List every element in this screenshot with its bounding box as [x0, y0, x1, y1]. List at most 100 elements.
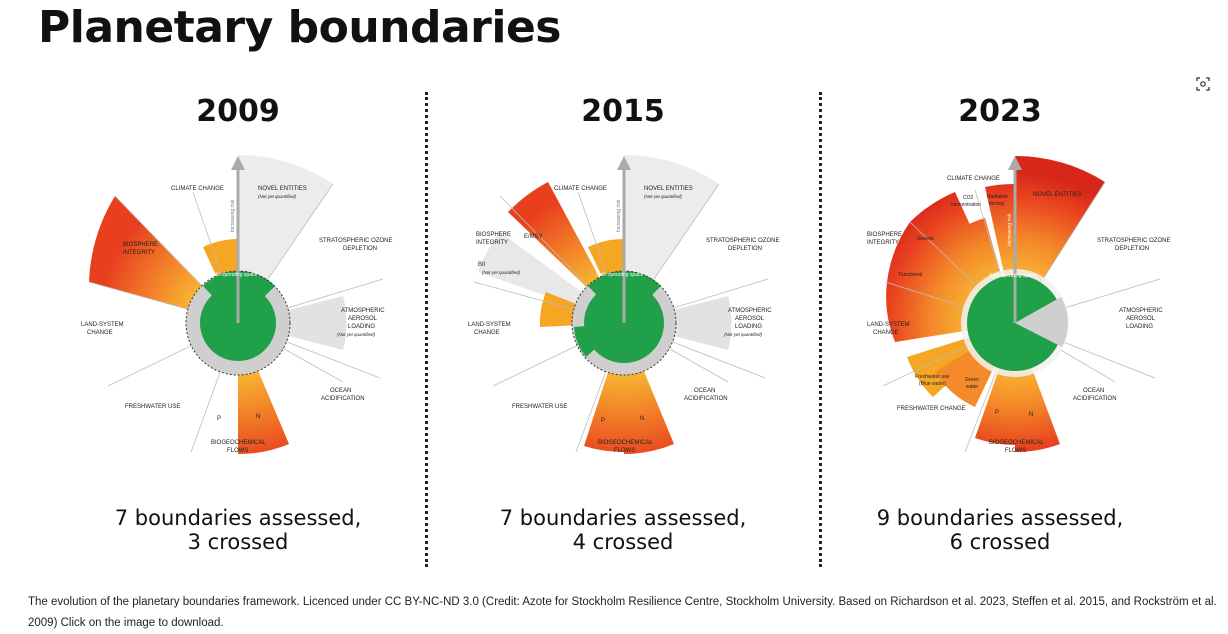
label-climate: CLIMATE CHANGE — [554, 186, 607, 192]
label-bio-1: BIOGEOCHEMICAL — [598, 440, 653, 446]
label-novel-note: (Not yet quantified) — [644, 194, 683, 199]
year-heading: 2009 — [196, 94, 280, 129]
label-climate: CLIMATE CHANGE — [947, 176, 1000, 182]
label-functional: Functional — [899, 272, 922, 278]
summary-line-2: 3 crossed — [187, 530, 289, 554]
label-ozone-2: DEPLETION — [728, 246, 762, 252]
label-land-1: LAND-SYSTEM — [468, 322, 511, 328]
label-biosphere-1: BIOSPHERE — [476, 232, 511, 238]
label-bio-1: BIOGEOCHEMICAL — [989, 440, 1044, 446]
label-aerosol-1: ATMOSPHERIC — [341, 308, 385, 314]
label-ozone-1: STRATOSPHERIC OZONE — [319, 238, 392, 244]
safe-label: Safe operating space — [210, 272, 257, 278]
label-genetic: Genetic — [917, 236, 935, 242]
summary-line-1: 9 boundaries assessed, — [876, 506, 1124, 530]
label-bio-2: FLOWS — [1005, 448, 1026, 454]
panel-divider — [819, 92, 822, 567]
aerosol-wedge — [238, 296, 347, 350]
label-land-2: CHANGE — [474, 330, 500, 336]
boundaries-summary: 7 boundaries assessed, 3 crossed — [53, 506, 423, 554]
label-bio-n: N — [640, 416, 644, 422]
label-bio-2: FLOWS — [227, 448, 248, 454]
label-novel: NOVEL ENTITIES — [1033, 192, 1082, 198]
panel-2009: 2009 — [53, 92, 423, 567]
risk-label: Increasing risk — [616, 199, 622, 232]
boundaries-summary: 7 boundaries assessed, 4 crossed — [438, 506, 808, 554]
label-ocean-1: OCEAN — [1083, 388, 1104, 394]
label-bii: BII — [478, 262, 486, 268]
label-ocean-2: ACIDIFICATION — [321, 396, 365, 402]
panel-2023: 2023 — [815, 92, 1185, 567]
label-ocean-1: OCEAN — [694, 388, 715, 394]
label-novel-note: (Not yet quantified) — [258, 194, 297, 199]
page-title: Planetary boundaries — [38, 2, 561, 53]
label-novel: NOVEL ENTITIES — [258, 186, 307, 192]
label-bio-2: FLOWS — [614, 448, 635, 454]
label-land-2: CHANGE — [873, 330, 899, 336]
label-aerosol-3: LOADING — [1126, 324, 1153, 330]
label-ocean-2: ACIDIFICATION — [1073, 396, 1117, 402]
image-caption: The evolution of the planetary boundarie… — [28, 596, 1217, 629]
label-bio-n: N — [256, 414, 260, 420]
label-climate: CLIMATE CHANGE — [171, 186, 224, 192]
label-aerosol-1: ATMOSPHERIC — [1119, 308, 1163, 314]
label-co2-2: concentration — [951, 202, 981, 208]
label-rad-1: Radiative — [987, 194, 1008, 200]
label-biosphere-2: INTEGRITY — [476, 240, 508, 246]
label-aerosol-note: (Not yet quantified) — [337, 332, 376, 337]
label-green-2: water — [966, 384, 979, 390]
label-freshwater: FRESHWATER USE — [512, 404, 567, 410]
label-ozone-1: STRATOSPHERIC OZONE — [706, 238, 779, 244]
risk-label: Increasing risk — [230, 199, 236, 232]
label-bii-note: (Not yet quantified) — [482, 270, 521, 275]
expand-image-button[interactable] — [1192, 73, 1214, 95]
label-bio-p: P — [995, 410, 999, 416]
label-novel: NOVEL ENTITIES — [644, 186, 693, 192]
label-aerosol-1: ATMOSPHERIC — [728, 308, 772, 314]
label-biosphere-2: INTEGRITY — [123, 250, 155, 256]
label-aerosol-3: LOADING — [735, 324, 762, 330]
label-aerosol-2: AEROSOL — [735, 316, 765, 322]
summary-line-1: 7 boundaries assessed, — [499, 506, 747, 530]
panel-2015: 2015 — [438, 92, 808, 567]
panel-divider — [425, 92, 428, 567]
expand-icon — [1196, 77, 1210, 91]
label-emsy: E/MSY — [524, 234, 543, 240]
safe-label: Safe operating space — [596, 272, 643, 278]
label-land-1: LAND-SYSTEM — [867, 322, 910, 328]
label-aerosol-2: AEROSOL — [1126, 316, 1156, 322]
label-bio-1: BIOGEOCHEMICAL — [211, 440, 266, 446]
aerosol-wedge — [624, 296, 732, 350]
summary-line-1: 7 boundaries assessed, — [114, 506, 362, 530]
label-blue-1: Freshwater use — [915, 374, 950, 380]
label-aerosol-3: LOADING — [348, 324, 375, 330]
summary-line-2: 6 crossed — [949, 530, 1051, 554]
label-ozone-1: STRATOSPHERIC OZONE — [1097, 238, 1170, 244]
label-blue-2: (Blue water) — [919, 381, 946, 387]
label-bio-p: P — [601, 418, 605, 424]
planetary-boundaries-diagram-2023[interactable]: Increasing risk Safe operating space CLI… — [815, 152, 1185, 467]
label-ozone-2: DEPLETION — [1115, 246, 1149, 252]
label-freshwater: FRESHWATER USE — [125, 404, 180, 410]
label-green-1: Green — [965, 377, 979, 383]
label-freshwater: FRESHWATER CHANGE — [897, 406, 966, 412]
risk-label: Increasing risk — [1007, 213, 1013, 246]
label-bio-n: N — [1029, 412, 1033, 418]
label-ocean-1: OCEAN — [330, 388, 351, 394]
label-aerosol-2: AEROSOL — [348, 316, 378, 322]
label-biosphere-1: BIOSPHERE — [867, 232, 902, 238]
planetary-boundaries-diagram-2015[interactable]: Increasing risk Safe operating space CLI… — [438, 152, 808, 467]
summary-line-2: 4 crossed — [572, 530, 674, 554]
label-ozone-2: DEPLETION — [343, 246, 377, 252]
label-land-2: CHANGE — [87, 330, 113, 336]
year-heading: 2015 — [581, 94, 665, 129]
label-aerosol-note: (Not yet quantified) — [724, 332, 763, 337]
label-co2-1: CO2 — [963, 195, 974, 201]
label-ocean-2: ACIDIFICATION — [684, 396, 728, 402]
label-biosphere-2: INTEGRITY — [867, 240, 899, 246]
planetary-boundaries-diagram-2009[interactable]: Increasing risk Safe operating space CLI… — [53, 152, 423, 467]
label-rad-2: forcing — [989, 201, 1004, 207]
boundaries-summary: 9 boundaries assessed, 6 crossed — [815, 506, 1185, 554]
label-biosphere-1: BIOSPHERE — [123, 242, 158, 248]
label-land-1: LAND-SYSTEM — [81, 322, 124, 328]
